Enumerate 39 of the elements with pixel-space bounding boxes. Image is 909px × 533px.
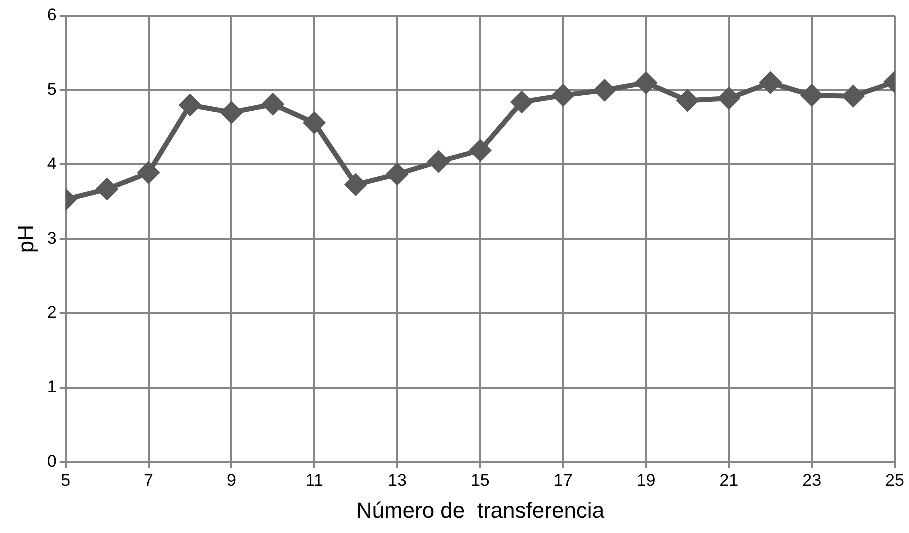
point <box>677 90 698 112</box>
x-tick-label: 19 <box>636 471 656 490</box>
point <box>221 102 242 124</box>
y-tick-label: 5 <box>47 80 57 100</box>
x-tick-label: 11 <box>306 471 324 490</box>
y-tick-label: 0 <box>47 452 57 471</box>
point <box>428 151 450 172</box>
x-tick-label: 9 <box>226 471 236 490</box>
point <box>470 140 491 162</box>
point <box>96 178 118 200</box>
x-tick-label: 21 <box>720 471 739 490</box>
x-tick-label: 7 <box>144 471 154 490</box>
point <box>760 72 782 94</box>
point <box>304 112 326 134</box>
x-axis-title: Número de transferencia <box>356 498 606 523</box>
point <box>802 85 823 106</box>
point <box>594 80 616 101</box>
y-tick-label: 1 <box>47 378 57 397</box>
y-tick-label: 2 <box>47 303 57 322</box>
x-tick-label: 23 <box>802 471 822 490</box>
point <box>180 94 201 116</box>
x-tick-label: 13 <box>388 471 407 490</box>
point <box>552 85 574 106</box>
point <box>636 72 657 94</box>
x-tick-label: 25 <box>886 471 904 490</box>
x-tick-label: 15 <box>470 471 490 490</box>
point <box>346 174 367 196</box>
point <box>262 94 284 115</box>
x-tick-label: 17 <box>554 471 573 490</box>
y-tick-label: 4 <box>47 154 57 174</box>
point <box>843 86 864 107</box>
y-axis-title: pH <box>13 225 38 254</box>
point <box>718 88 740 110</box>
point <box>387 164 408 185</box>
y-tick-label: 6 <box>47 6 57 25</box>
point <box>138 162 160 184</box>
x-tick-label: 5 <box>61 471 71 490</box>
y-tick-label: 3 <box>47 228 57 248</box>
point <box>511 92 532 113</box>
